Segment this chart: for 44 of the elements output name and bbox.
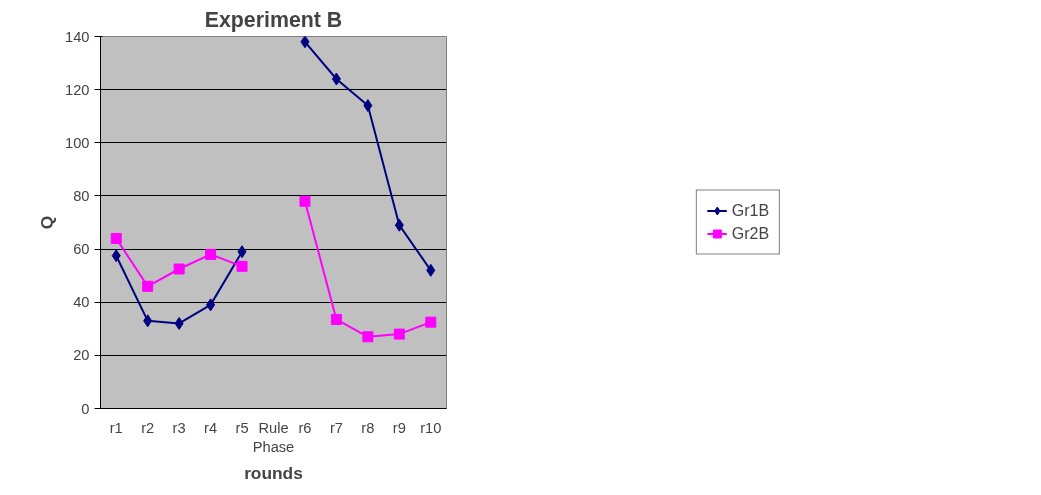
point [110,232,122,244]
x-axis-title: rounds [244,462,303,483]
x-tick-label: r7 [329,419,343,436]
point [111,249,121,263]
point [299,195,311,207]
y-tick-label: 0 [81,400,90,417]
x-tick-label: r3 [172,419,186,436]
y-tick-label: 20 [73,347,90,364]
point [142,280,154,292]
chart-title: Experiment B [204,7,343,32]
point [300,36,310,49]
point [394,218,404,232]
point [426,263,436,277]
point [425,316,437,328]
y-tick-label: 60 [73,241,90,258]
point [362,331,374,343]
y-tick-label: 40 [73,294,90,311]
point [237,245,247,259]
y-tick-label: 100 [65,134,90,151]
y-tick-label: 80 [73,187,90,204]
x-tick-label: r10 [420,419,442,436]
y-axis-title: Q [37,215,58,230]
x-tick-label: r5 [235,419,249,436]
x-tick-label: r9 [392,419,406,436]
x-tick-label: r8 [361,419,375,436]
point [173,263,185,275]
point [205,248,217,260]
legend-label: Gr1B [731,201,770,220]
point [174,316,184,330]
point [236,260,248,272]
point [363,99,373,113]
point [393,328,405,340]
point [143,314,153,328]
y-tick-label: 140 [65,28,90,45]
x-tick-label: r4 [204,419,218,436]
x-tick-label: r1 [109,419,123,436]
x-tick-label: r6 [298,419,312,436]
point [331,72,341,86]
y-tick-label: 120 [65,81,90,98]
legend-label: Gr2B [731,224,770,243]
x-tick-label: Rule Phase [252,419,295,455]
x-tick-label: r2 [141,419,155,436]
point [206,298,216,312]
point [330,313,342,325]
